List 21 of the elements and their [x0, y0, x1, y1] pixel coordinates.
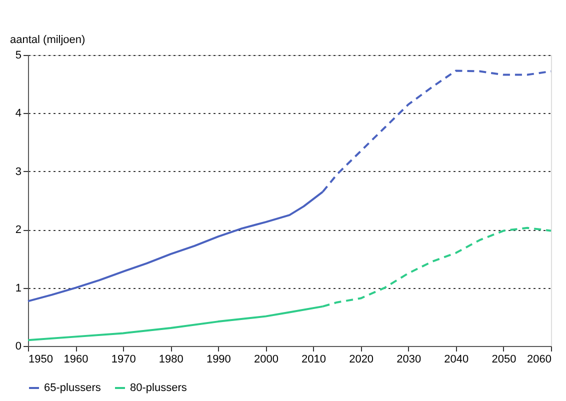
legend-label: 65-plussers: [44, 382, 102, 394]
x-tick-label: 2030: [396, 354, 422, 366]
x-tick-label: 1960: [64, 354, 88, 366]
y-tick-label: 4: [15, 108, 22, 120]
y-tick-label: 3: [15, 166, 22, 178]
x-tick-label: 2010: [302, 354, 326, 366]
y-tick-label: 5: [15, 50, 22, 62]
y-tick-label: 0: [15, 340, 22, 352]
x-tick-label: 1950: [28, 354, 53, 366]
x-tick-label: 1980: [158, 354, 184, 366]
x-tick-label: 2020: [349, 354, 374, 366]
legend-label: 80-plussers: [130, 382, 188, 394]
x-tick-label: 2040: [444, 354, 469, 366]
y-tick-label: 1: [15, 282, 22, 294]
x-tick-label: 1990: [206, 354, 231, 366]
y-axis-title: aantal (miljoen): [10, 34, 86, 46]
x-tick-label: 1970: [111, 354, 136, 366]
x-tick-label: 2060: [527, 354, 552, 366]
x-tick-label: 2050: [492, 354, 516, 366]
x-tick-label: 2000: [254, 354, 278, 366]
y-tick-label: 2: [15, 224, 22, 236]
